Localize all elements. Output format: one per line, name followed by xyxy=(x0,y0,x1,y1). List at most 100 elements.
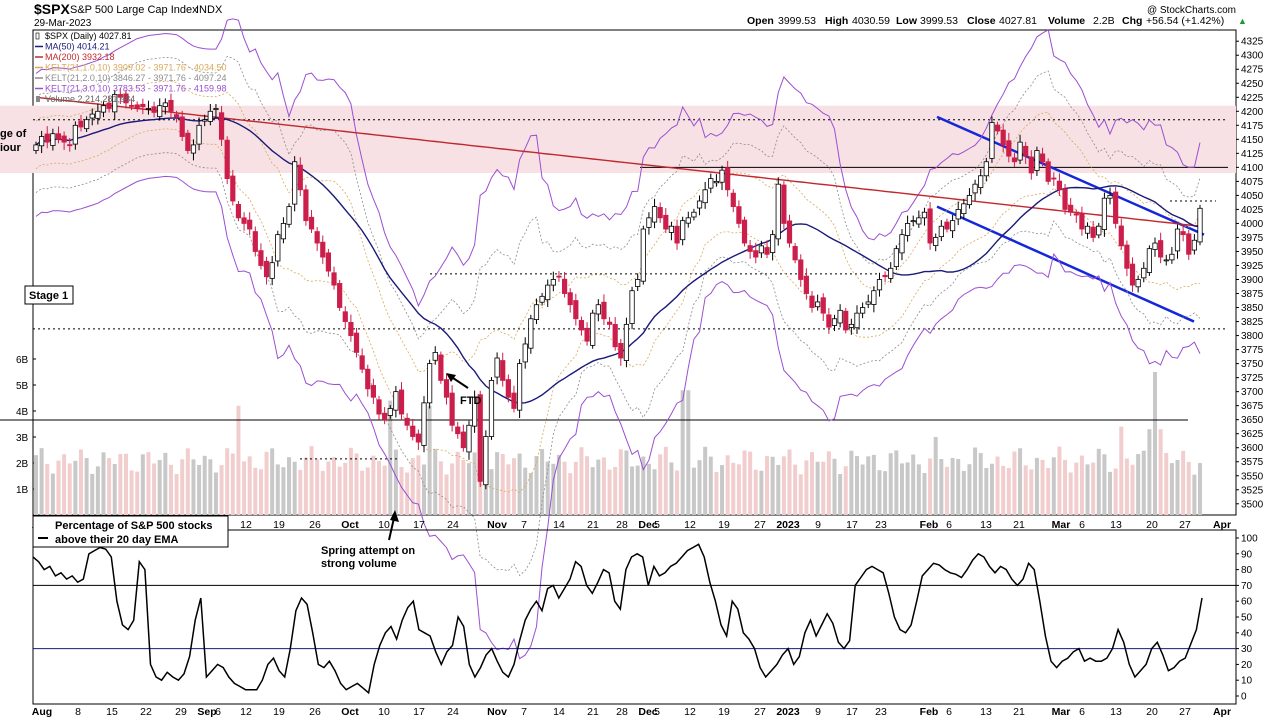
x-tick-label-price: Mar xyxy=(1052,519,1071,531)
volume-bar xyxy=(287,457,292,515)
candle-body xyxy=(623,323,630,361)
x-tick-label-indicator: 23 xyxy=(875,706,887,718)
candle-body xyxy=(921,211,928,219)
candle-body xyxy=(545,284,551,301)
price-tick-label: 3775 xyxy=(1241,345,1264,356)
volume-bar xyxy=(1068,472,1073,515)
volume-bar xyxy=(253,467,258,515)
candle-body xyxy=(927,208,933,244)
volume-bar xyxy=(736,464,741,515)
x-tick-label-indicator: Feb xyxy=(920,706,939,718)
candle-body xyxy=(685,217,691,224)
candle-body xyxy=(213,108,219,111)
volume-bar xyxy=(703,446,708,515)
candle-body xyxy=(359,355,365,370)
volume-bar xyxy=(618,449,623,515)
candle-body xyxy=(314,231,320,244)
high-label: High xyxy=(825,15,848,27)
candle-body xyxy=(573,300,579,320)
volume-bar xyxy=(1102,454,1107,515)
candle-body xyxy=(1118,225,1124,247)
volume-bar xyxy=(483,472,488,515)
ftd-label: FTD xyxy=(460,395,481,407)
volume-bar xyxy=(540,449,545,515)
candle-body xyxy=(483,436,489,486)
volume-bar xyxy=(658,454,663,515)
candle-body xyxy=(646,217,652,228)
candle-body xyxy=(275,234,281,262)
candle-body xyxy=(230,175,236,202)
candle-body xyxy=(533,304,540,320)
candle-body xyxy=(888,267,894,279)
volume-tick-label: 5B xyxy=(16,381,29,392)
x-tick-label-indicator: 17 xyxy=(413,706,425,718)
volume-bar xyxy=(854,456,859,515)
volume-bar xyxy=(883,471,888,515)
x-tick-label-price: 23 xyxy=(875,519,887,531)
spring-label-1: Spring attempt on xyxy=(321,545,415,557)
candle-body xyxy=(123,93,129,104)
open-value: 3999.53 xyxy=(778,15,816,27)
candle-body xyxy=(117,94,123,98)
x-tick-label-price: 9 xyxy=(815,519,821,531)
price-tick-label: 4325 xyxy=(1241,37,1264,48)
candle-body xyxy=(696,200,703,209)
indicator-tick-label: 70 xyxy=(1241,581,1253,592)
volume-bar xyxy=(630,466,635,515)
volume-bar xyxy=(961,470,966,515)
volume-bar xyxy=(860,464,865,515)
x-tick-label-indicator: Sep xyxy=(197,706,216,718)
candle-body xyxy=(1146,248,1152,273)
candle-body xyxy=(460,431,466,449)
price-panel: 3500 3525 3550 3575 3600 3625 3650 3675 3700 3725… xyxy=(0,18,1264,660)
price-tick-label: 4025 xyxy=(1241,205,1264,216)
candle-body xyxy=(455,426,461,435)
candle-body xyxy=(578,320,585,331)
symbol-title: $SPX xyxy=(34,1,70,17)
candle-body xyxy=(595,304,601,315)
x-tick-label-indicator: 10 xyxy=(378,706,390,718)
high-value: 4030.59 xyxy=(852,15,890,27)
candle-body xyxy=(837,309,843,324)
candle-body xyxy=(128,105,135,107)
x-tick-label-indicator: 29 xyxy=(175,706,187,718)
candle-body xyxy=(843,310,849,331)
ftd-arrowhead-icon xyxy=(446,373,456,382)
x-tick-label-price: 28 xyxy=(616,519,628,531)
candle-body xyxy=(612,323,618,348)
price-tick-label: 4200 xyxy=(1241,107,1264,118)
x-tick-label-indicator: Mar xyxy=(1052,706,1071,718)
candle-body xyxy=(972,183,978,194)
breadth-line xyxy=(32,543,1203,695)
candle-body xyxy=(1011,157,1018,163)
candle-body xyxy=(758,245,764,254)
volume-bar xyxy=(152,463,157,515)
candle-body xyxy=(753,250,759,258)
price-tick-label: 3925 xyxy=(1241,261,1264,272)
keltner-3-upper xyxy=(35,18,1201,308)
candle-body xyxy=(1135,279,1141,288)
volume-bar xyxy=(1063,459,1068,515)
volume-bar xyxy=(140,454,145,515)
volume-bar xyxy=(956,459,961,515)
volume-bar xyxy=(197,464,202,515)
volume-bar xyxy=(236,405,241,515)
volume-bar xyxy=(450,463,455,515)
candle-body xyxy=(297,164,303,191)
candle-body xyxy=(719,169,725,183)
x-tick-label-indicator: 9 xyxy=(815,706,821,718)
volume-bar xyxy=(461,459,466,515)
candle-body xyxy=(112,94,118,113)
candle-body xyxy=(269,262,275,279)
x-tick-label-indicator: 6 xyxy=(1079,706,1085,718)
volume-bar xyxy=(585,456,590,515)
price-tick-label: 3750 xyxy=(1241,359,1264,370)
candle-body xyxy=(449,392,455,426)
candle-body xyxy=(725,167,731,191)
volume-bar xyxy=(427,405,432,515)
volume-bar xyxy=(185,448,190,515)
volume-bar xyxy=(191,459,196,515)
candle-body xyxy=(1034,150,1040,171)
